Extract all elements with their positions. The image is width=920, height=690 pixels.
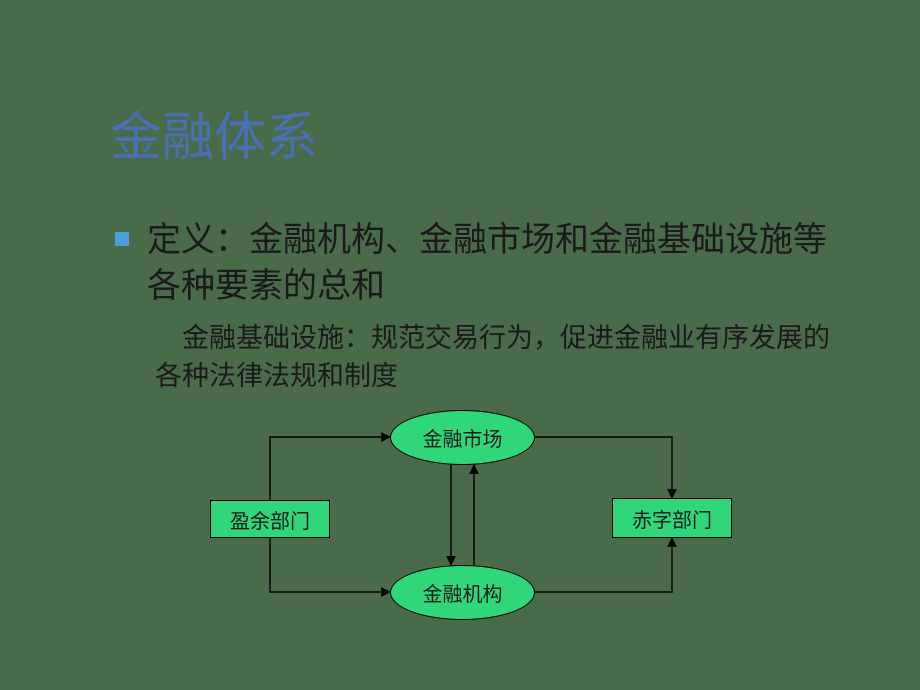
flow-diagram: 盈余部门 赤字部门 金融市场金融机构 xyxy=(210,410,750,640)
node-deficit: 赤字部门 xyxy=(612,498,732,538)
definition-text: 定义：金融机构、金融市场和金融基础设施等各种要素的总和 xyxy=(147,218,847,310)
bullet-item: 定义：金融机构、金融市场和金融基础设施等各种要素的总和 xyxy=(115,218,847,310)
sub-text: 金融基础设施：规范交易行为，促进金融业有序发展的各种法律法规和制度 xyxy=(155,320,855,396)
square-bullet-icon xyxy=(115,232,129,246)
edge xyxy=(535,538,672,592)
node-market: 金融市场 xyxy=(390,410,535,465)
slide-title: 金融体系 xyxy=(110,95,318,170)
edge xyxy=(270,538,390,592)
node-inst: 金融机构 xyxy=(390,565,535,620)
edge xyxy=(535,437,672,498)
node-surplus: 盈余部门 xyxy=(210,500,330,538)
edge xyxy=(270,437,390,500)
